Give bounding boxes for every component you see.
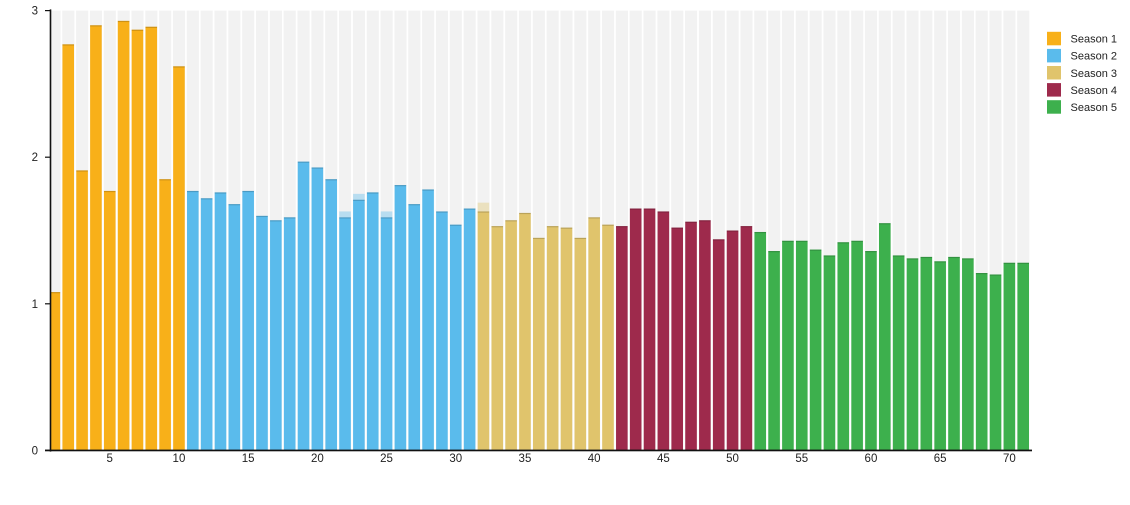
svg-text:35: 35 (519, 453, 532, 465)
svg-text:Season 3: Season 3 (1071, 68, 1117, 80)
svg-text:55: 55 (795, 453, 808, 465)
svg-text:70: 70 (1003, 453, 1016, 465)
svg-text:2: 2 (32, 152, 38, 164)
svg-text:Season 4: Season 4 (1071, 85, 1117, 97)
svg-text:45: 45 (657, 453, 670, 465)
svg-text:5: 5 (107, 453, 113, 465)
svg-text:Season 1: Season 1 (1071, 34, 1117, 46)
svg-text:65: 65 (934, 453, 947, 465)
svg-text:15: 15 (242, 453, 255, 465)
svg-text:40: 40 (588, 453, 601, 465)
svg-text:30: 30 (449, 453, 462, 465)
svg-text:Season 5: Season 5 (1071, 102, 1117, 114)
svg-text:20: 20 (311, 453, 324, 465)
svg-text:10: 10 (173, 453, 186, 465)
svg-text:0: 0 (32, 445, 38, 457)
svg-text:50: 50 (726, 453, 739, 465)
svg-text:3: 3 (32, 6, 38, 18)
svg-text:1: 1 (32, 299, 38, 311)
svg-text:60: 60 (865, 453, 878, 465)
svg-text:Season 2: Season 2 (1071, 51, 1117, 63)
svg-text:25: 25 (380, 453, 393, 465)
